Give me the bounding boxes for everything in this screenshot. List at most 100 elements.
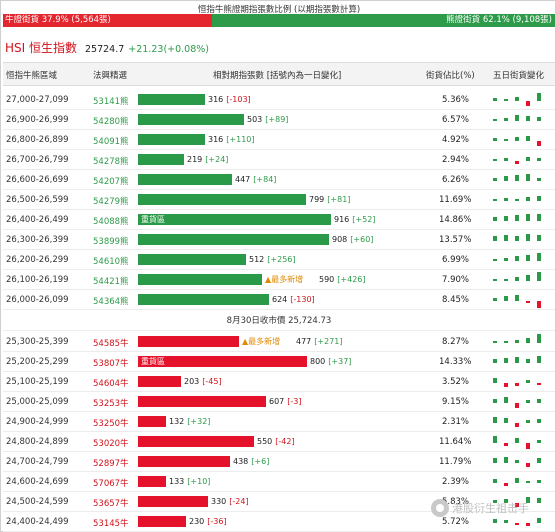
warrant-code-link[interactable]: 54421熊	[93, 277, 129, 287]
warrant-code-link[interactable]: 54279熊	[93, 197, 129, 207]
range-cell: 26,300-26,399	[6, 235, 69, 245]
warrant-code-link[interactable]: 54280熊	[93, 117, 129, 127]
sparkline-bar	[515, 503, 519, 507]
most-new-tag: ▲最多新增	[242, 337, 281, 346]
daily-change: [-3]	[287, 397, 302, 406]
sparkline-bar	[504, 139, 508, 141]
quantity-value: 316 [+110]	[208, 134, 255, 145]
five-day-sparkline	[489, 130, 549, 150]
quantity-number: 447	[235, 175, 251, 184]
sparkline-bar	[537, 214, 541, 221]
share-percent: 2.94%	[441, 155, 469, 165]
sparkline-bar	[537, 141, 541, 146]
warrant-code-link[interactable]: 53020牛	[93, 439, 129, 449]
table-row: 27,000-27,099 53141熊 316 [-103] 5.36%	[3, 90, 555, 110]
five-day-sparkline	[489, 512, 549, 532]
share-percent: 7.90%	[441, 275, 469, 285]
five-day-sparkline	[489, 90, 549, 110]
warrant-code-link[interactable]: 53807牛	[93, 359, 129, 369]
sparkline-bar	[493, 341, 497, 343]
warrant-code-link[interactable]: 53253牛	[93, 399, 129, 409]
five-day-sparkline	[489, 372, 549, 392]
quantity-bar	[138, 496, 208, 507]
table-row: 26,100-26,199 54421熊 ▲最多新增 590 [+426] 7.90%	[3, 270, 555, 290]
sparkline-bar	[526, 136, 530, 141]
quantity-number: 590	[319, 275, 335, 284]
daily-change: [+6]	[251, 457, 270, 466]
sparkline-bar	[504, 358, 508, 363]
col-bar-header: 相對期指張數 [括號內為一日變化]	[213, 71, 342, 81]
daily-change: [-130]	[290, 295, 315, 304]
warrant-code-link[interactable]: 53141熊	[93, 97, 129, 107]
sparkline-bar	[493, 359, 497, 363]
warrant-code-link[interactable]: 57067牛	[93, 479, 129, 489]
sparkline-bar	[515, 97, 519, 101]
sparkline-bar	[515, 438, 519, 443]
quantity-bar	[138, 194, 306, 205]
warrant-code-link[interactable]: 54207熊	[93, 177, 129, 187]
sparkline-bar	[526, 359, 530, 363]
sparkline-bar	[493, 159, 497, 161]
quantity-bar	[138, 94, 205, 105]
quantity-value: 316 [-103]	[208, 94, 251, 105]
range-cell: 25,300-25,399	[6, 337, 69, 347]
sparkline-bar	[493, 519, 497, 523]
quantity-value: 503 [+89]	[247, 114, 288, 125]
range-cell: 26,800-26,899	[6, 135, 69, 145]
warrant-code-link[interactable]: 54585牛	[93, 339, 129, 349]
table-row: 24,500-24,599 53657牛 330 [-24] 5.83%	[3, 492, 555, 512]
warrant-code-link[interactable]: 53899熊	[93, 237, 129, 247]
sparkline-bar	[526, 174, 530, 181]
five-day-sparkline	[489, 432, 549, 452]
quantity-value: 800 [+37]	[310, 356, 351, 367]
share-percent: 8.27%	[441, 337, 469, 347]
sparkline-bar	[504, 198, 508, 201]
quantity-value: 330 [-24]	[211, 496, 249, 507]
sparkline-bar	[515, 340, 519, 343]
sparkline-bar	[526, 116, 530, 121]
sparkline-bar	[493, 199, 497, 201]
warrant-code-link[interactable]: 53657牛	[93, 499, 129, 509]
sparkline-bar	[526, 301, 530, 303]
table-row: 26,900-26,999 54280熊 503 [+89] 6.57%	[3, 110, 555, 130]
index-name[interactable]: HSI 恒生指數	[5, 41, 77, 55]
range-cell: 26,500-26,599	[6, 195, 69, 205]
five-day-sparkline	[489, 270, 549, 290]
warrant-code-link[interactable]: 54604牛	[93, 379, 129, 389]
quantity-value: 799 [+81]	[309, 194, 350, 205]
quantity-value: 607 [-3]	[269, 396, 302, 407]
share-percent: 5.36%	[441, 95, 469, 105]
warrant-code-link[interactable]: 54278熊	[93, 157, 129, 167]
quantity-value: 624 [-130]	[272, 294, 315, 305]
sparkline-bar	[515, 256, 519, 261]
col-pct-header: 街貨佔比(%)	[426, 71, 475, 81]
warrant-code-link[interactable]: 53145牛	[93, 519, 129, 529]
quantity-number: 133	[169, 477, 185, 486]
quantity-value: 438 [+6]	[233, 456, 269, 467]
sparkline-bar	[504, 99, 508, 101]
quantity-bar	[138, 376, 181, 387]
share-percent: 14.33%	[439, 357, 472, 367]
quantity-value: 550 [-42]	[257, 436, 295, 447]
quantity-number: 908	[332, 235, 348, 244]
quantity-bar	[138, 336, 239, 347]
five-day-sparkline	[489, 332, 549, 352]
quantity-number: 219	[187, 155, 203, 164]
sparkline-bar	[526, 197, 530, 201]
warrant-code-link[interactable]: 53250牛	[93, 419, 129, 429]
share-percent: 11.69%	[439, 195, 472, 205]
sparkline-bar	[515, 115, 519, 121]
sparkline-bar	[515, 423, 519, 427]
sparkline-bar	[526, 338, 530, 343]
sparkline-bar	[493, 378, 497, 383]
warrant-code-link[interactable]: 52897牛	[93, 459, 129, 469]
warrant-code-link[interactable]: 54088熊	[93, 217, 129, 227]
sparkline-bar	[515, 236, 519, 241]
col-trend-header: 五日街貨變化	[493, 71, 545, 81]
warrant-code-link[interactable]: 54610熊	[93, 257, 129, 267]
warrant-code-link[interactable]: 54091熊	[93, 137, 129, 147]
sparkline-bar	[526, 234, 530, 241]
table-row: 25,300-25,399 54585牛 ▲最多新增 477 [+271] 8.27%	[3, 332, 555, 352]
warrant-code-link[interactable]: 54364熊	[93, 297, 129, 307]
table-row: 26,600-26,699 54207熊 447 [+84] 6.26%	[3, 170, 555, 190]
